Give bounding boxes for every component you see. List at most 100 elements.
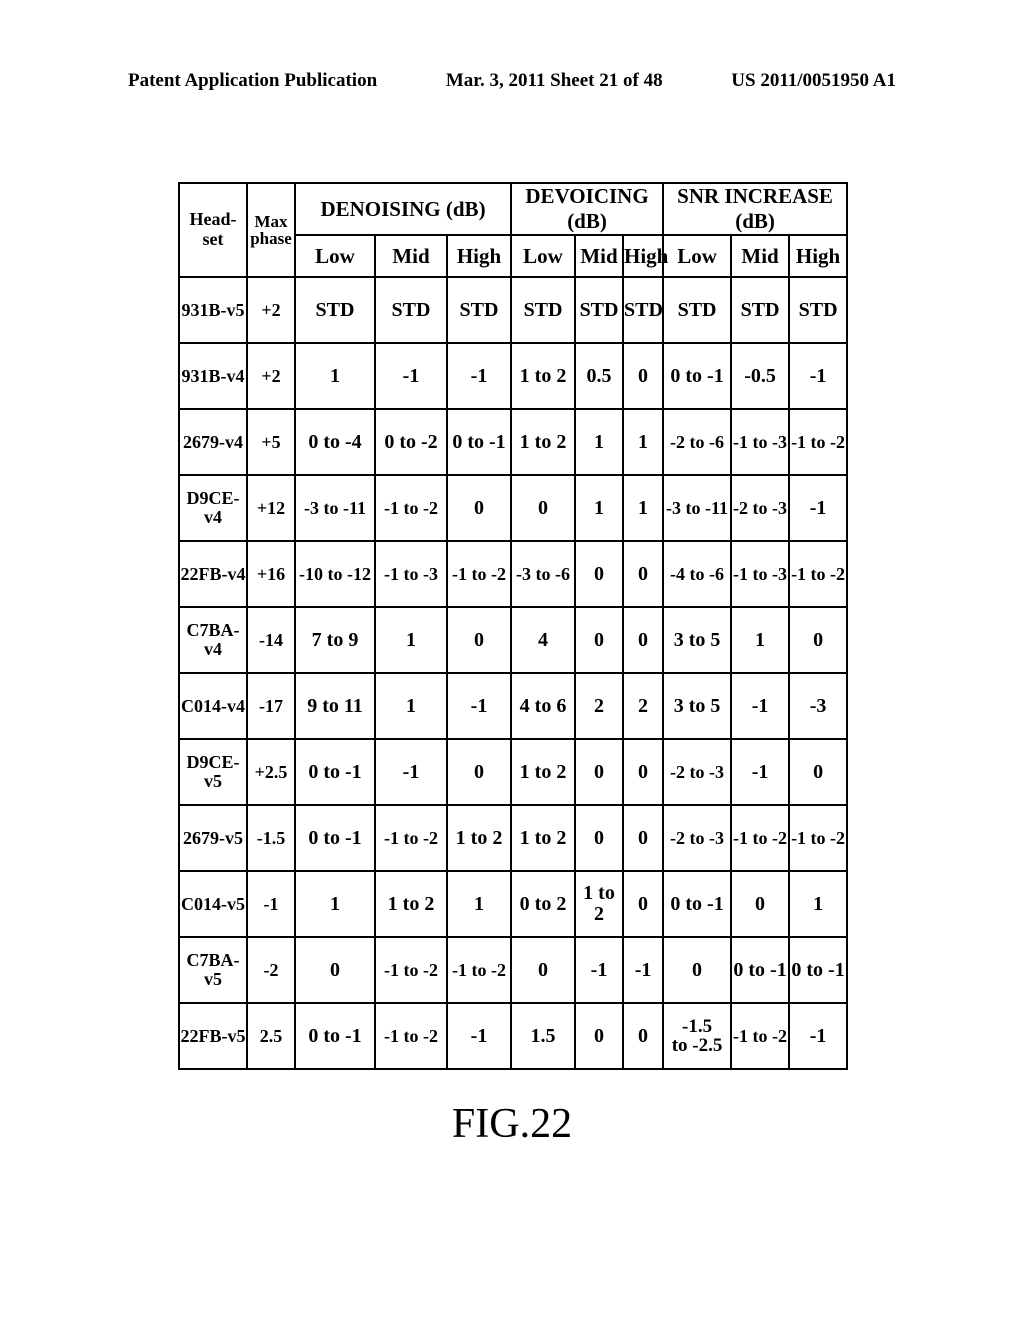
data-cell: STD <box>295 277 375 343</box>
data-cell: -4 to -6 <box>663 541 731 607</box>
headset-cell: 22FB-v4 <box>179 541 247 607</box>
data-cell: -2 to -3 <box>731 475 789 541</box>
data-cell: 0 <box>789 739 847 805</box>
data-cell: 0 to -1 <box>447 409 511 475</box>
data-cell: 1 to 2 <box>375 871 447 937</box>
thead: Head-setMaxphaseDENOISING (dB)DEVOICING … <box>179 183 847 277</box>
data-cell: 0 <box>575 1003 623 1069</box>
data-cell: STD <box>789 277 847 343</box>
page-header: Patent Application Publication Mar. 3, 2… <box>128 70 896 92</box>
data-cell: 0 to -1 <box>663 343 731 409</box>
data-cell: -1 <box>447 673 511 739</box>
data-cell: -1 <box>447 343 511 409</box>
data-cell: -2 to -6 <box>663 409 731 475</box>
data-cell: 0 to -1 <box>731 937 789 1003</box>
data-cell: 1 to 2 <box>511 805 575 871</box>
data-cell: 2 <box>575 673 623 739</box>
group-header-cell: Head-set <box>179 183 247 277</box>
data-cell: STD <box>575 277 623 343</box>
data-cell: 0 to -2 <box>375 409 447 475</box>
table-row: 2679-v4+50 to -40 to -20 to -11 to 211-2… <box>179 409 847 475</box>
data-cell: 1 to 2 <box>575 871 623 937</box>
patent-page: Patent Application Publication Mar. 3, 2… <box>0 0 1024 1320</box>
header-right: US 2011/0051950 A1 <box>731 70 896 92</box>
data-cell: 0 <box>623 607 663 673</box>
data-cell: 0.5 <box>575 343 623 409</box>
data-cell: 1 <box>575 409 623 475</box>
data-cell: 1 <box>447 871 511 937</box>
data-cell: -1 <box>731 739 789 805</box>
data-cell: 0 <box>575 805 623 871</box>
headset-cell: C7BA-v4 <box>179 607 247 673</box>
data-cell: -1 <box>375 343 447 409</box>
data-cell: 1 <box>623 475 663 541</box>
table-row: C7BA-v5-20-1 to -2-1 to -20-1-100 to -10… <box>179 937 847 1003</box>
headset-cell: C014-v4 <box>179 673 247 739</box>
data-cell: 0 <box>789 607 847 673</box>
headset-cell: 931B-v5 <box>179 277 247 343</box>
data-cell: 3 to 5 <box>663 607 731 673</box>
data-cell: 1 <box>789 871 847 937</box>
data-cell: STD <box>663 277 731 343</box>
data-cell: -1 <box>447 1003 511 1069</box>
table-row: C7BA-v4-147 to 9104003 to 510 <box>179 607 847 673</box>
table-row: D9CE-v4+12-3 to -11-1 to -20011-3 to -11… <box>179 475 847 541</box>
data-cell: 0 <box>623 871 663 937</box>
data-cell: -1 <box>623 937 663 1003</box>
data-cell: 1 to 2 <box>511 739 575 805</box>
data-cell: 0 <box>731 871 789 937</box>
data-cell: 0 <box>511 475 575 541</box>
header-center: Mar. 3, 2011 Sheet 21 of 48 <box>446 70 663 92</box>
data-cell: 0 to 2 <box>511 871 575 937</box>
data-cell: 1 <box>375 673 447 739</box>
data-cell: -1 to -2 <box>731 1003 789 1069</box>
data-cell: 0 <box>663 937 731 1003</box>
data-cell: -1 to -3 <box>731 541 789 607</box>
data-cell: 0 <box>447 607 511 673</box>
data-cell: 4 to 6 <box>511 673 575 739</box>
table-row: 931B-v5+2STDSTDSTDSTDSTDSTDSTDSTDSTD <box>179 277 847 343</box>
headset-cell: C7BA-v5 <box>179 937 247 1003</box>
data-cell: -3 <box>789 673 847 739</box>
table-row: C014-v4-179 to 111-14 to 6223 to 5-1-3 <box>179 673 847 739</box>
phase-cell: +2 <box>247 343 295 409</box>
data-cell: -0.5 <box>731 343 789 409</box>
headset-cell: D9CE-v5 <box>179 739 247 805</box>
data-cell: 0 <box>447 739 511 805</box>
phase-cell: -14 <box>247 607 295 673</box>
data-cell: 0 <box>575 541 623 607</box>
sub-header-cell: High <box>623 235 663 277</box>
table-row: 22FB-v4+16-10 to -12-1 to -3-1 to -2-3 t… <box>179 541 847 607</box>
group-header-cell: SNR INCREASE (dB) <box>663 183 847 235</box>
table-row: 22FB-v52.50 to -1-1 to -2-11.500-1.5to -… <box>179 1003 847 1069</box>
data-cell: -1 to -2 <box>375 1003 447 1069</box>
data-cell: 0 to -1 <box>295 805 375 871</box>
data-cell: -1.5to -2.5 <box>663 1003 731 1069</box>
data-cell: 1 <box>731 607 789 673</box>
phase-cell: -1 <box>247 871 295 937</box>
tbody: 931B-v5+2STDSTDSTDSTDSTDSTDSTDSTDSTD931B… <box>179 277 847 1069</box>
data-cell: -1 to -2 <box>375 475 447 541</box>
sub-header-cell: Low <box>295 235 375 277</box>
data-cell: STD <box>731 277 789 343</box>
data-cell: 0 to -4 <box>295 409 375 475</box>
headset-cell: D9CE-v4 <box>179 475 247 541</box>
sub-header-cell: Mid <box>375 235 447 277</box>
data-cell: 1 <box>295 871 375 937</box>
data-cell: 0 to -1 <box>789 937 847 1003</box>
phase-cell: +12 <box>247 475 295 541</box>
sub-header-cell: Mid <box>731 235 789 277</box>
table-row: D9CE-v5+2.50 to -1-101 to 200-2 to -3-10 <box>179 739 847 805</box>
data-cell: -1 <box>375 739 447 805</box>
headset-cell: 22FB-v5 <box>179 1003 247 1069</box>
sub-header-cell: High <box>789 235 847 277</box>
data-cell: 0 <box>623 739 663 805</box>
data-cell: -1 <box>789 475 847 541</box>
data-cell: 0 to -1 <box>663 871 731 937</box>
data-cell: -1 to -2 <box>789 409 847 475</box>
phase-cell: +16 <box>247 541 295 607</box>
data-cell: 1 to 2 <box>447 805 511 871</box>
data-cell: 0 <box>623 805 663 871</box>
phase-cell: -17 <box>247 673 295 739</box>
data-cell: -1 to -2 <box>731 805 789 871</box>
